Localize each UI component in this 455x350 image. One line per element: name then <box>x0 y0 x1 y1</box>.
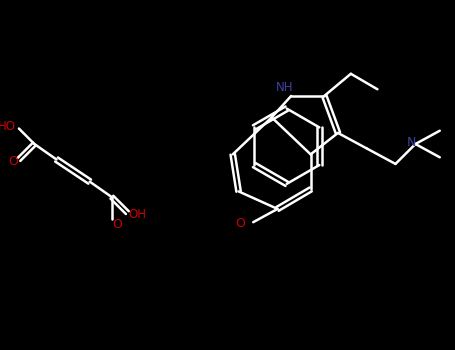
Text: OH: OH <box>128 208 146 221</box>
Text: O: O <box>235 217 245 230</box>
Text: HO: HO <box>0 120 15 133</box>
Text: O: O <box>112 218 122 231</box>
Text: O: O <box>9 155 19 168</box>
Text: N: N <box>407 136 417 149</box>
Text: NH: NH <box>276 82 293 95</box>
